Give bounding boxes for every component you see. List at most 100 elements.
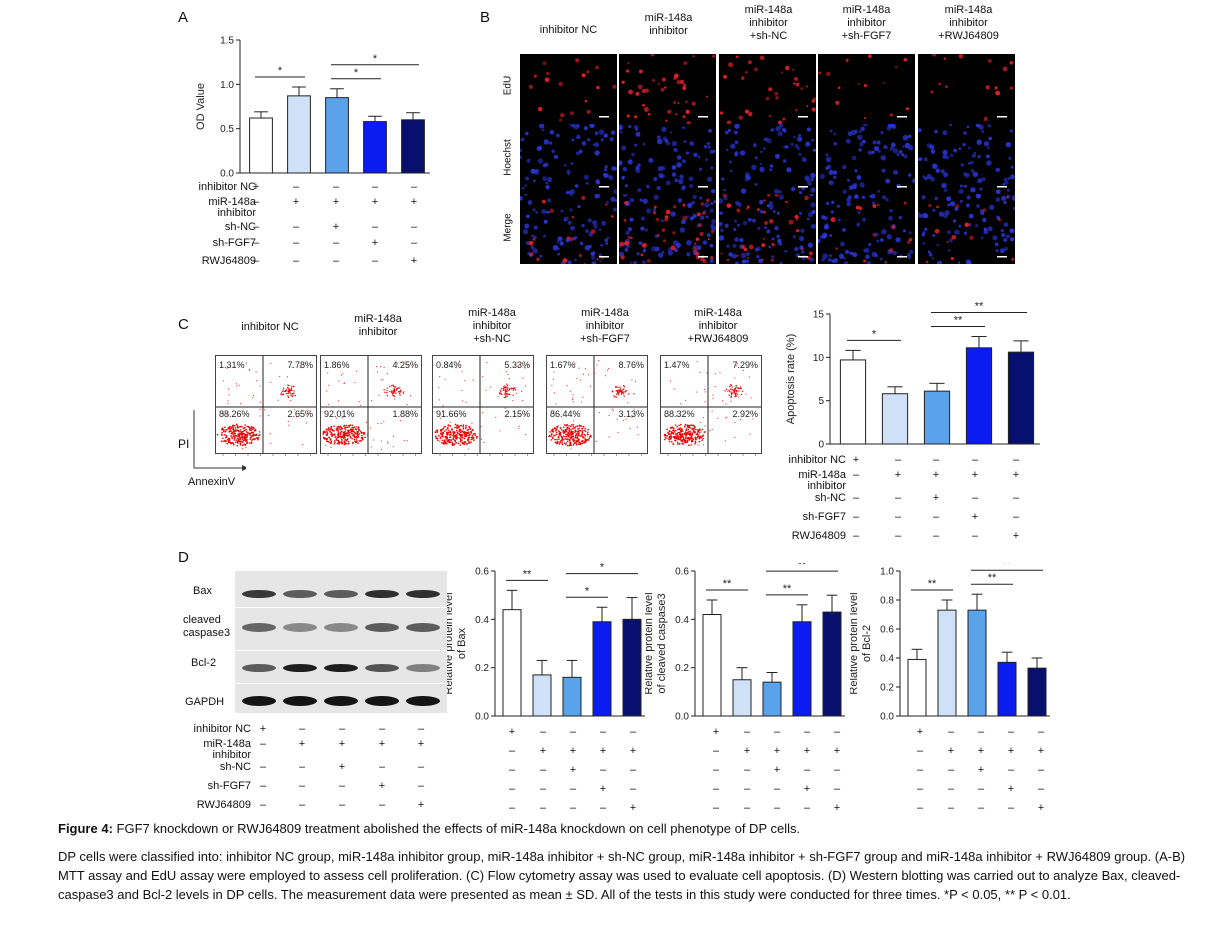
blot-label-bax: Bax: [193, 585, 212, 597]
significance-label: **: [783, 583, 792, 595]
quadrant-percentage: 88.32%: [664, 409, 695, 419]
treatment-sign: +: [252, 181, 260, 193]
treatment-sign: –: [252, 221, 260, 233]
bar: [592, 621, 612, 717]
treatment-sign: –: [1007, 726, 1015, 738]
treatment-sign: –: [894, 511, 902, 523]
flow-y-axis-label: PI: [178, 437, 190, 451]
treatment-sign: +: [743, 745, 751, 757]
treatment-sign: –: [803, 726, 811, 738]
treatment-label: RWJ64809: [201, 255, 256, 267]
treatment-sign: +: [852, 454, 860, 466]
treatment-sign: –: [916, 764, 924, 776]
y-tick-label: 0.0: [475, 712, 489, 723]
treatment-sign: –: [599, 764, 607, 776]
treatment-sign: –: [410, 181, 418, 193]
treatment-sign: –: [743, 783, 751, 795]
edu-row-label-hoechst: Hoechst: [502, 139, 514, 176]
microscopy-image: [619, 194, 716, 264]
y-tick-label: 0.0: [675, 712, 689, 723]
caption-title-text: FGF7 knockdown or RWJ64809 treatment abo…: [112, 821, 801, 836]
treatment-sign: +: [1012, 469, 1020, 481]
caption-title: Figure 4:: [58, 821, 113, 836]
treatment-sign: +: [371, 196, 379, 208]
treatment-sign: –: [947, 783, 955, 795]
treatment-sign: –: [417, 723, 425, 735]
bar: [881, 393, 909, 445]
y-tick-label: 0.0: [880, 712, 894, 723]
bar: [792, 621, 812, 717]
treatment-sign: –: [977, 783, 985, 795]
treatment-sign: –: [947, 726, 955, 738]
quadrant-percentage: 91.66%: [436, 409, 467, 419]
y-tick-label: 1.0: [220, 80, 234, 91]
treatment-sign: –: [1037, 783, 1045, 795]
treatment-sign: –: [803, 764, 811, 776]
y-axis-label: of cleaved caspase3: [656, 593, 668, 693]
treatment-sign: +: [417, 799, 425, 811]
chart-d-bcl2: 0.0 0.2 0.4 0.6 0.8 1.0 Relative protein level…: [850, 563, 1050, 723]
edu-row-label-edu: EdU: [502, 75, 514, 96]
quadrant-percentage: 2.15%: [504, 409, 530, 419]
treatment-sign: –: [292, 181, 300, 193]
quadrant-percentage: 1.47%: [664, 360, 690, 370]
y-tick-label: 10: [813, 353, 825, 364]
panel-letter-b: B: [480, 9, 491, 26]
flow-cytometry-plot: 1.86% 4.25% 92.01% 1.88%: [320, 355, 422, 456]
treatment-sign: –: [894, 492, 902, 504]
treatment-sign: –: [947, 764, 955, 776]
treatment-sign: +: [833, 802, 841, 814]
treatment-sign: –: [378, 799, 386, 811]
treatment-label: miR-148a inhibitor: [208, 196, 256, 219]
treatment-sign: –: [916, 802, 924, 814]
flow-cytometry-plot: 1.47% 7.29% 88.32% 2.92%: [660, 355, 762, 456]
treatment-sign: +: [803, 783, 811, 795]
y-axis-label: OD Value: [195, 83, 207, 130]
treatment-sign: –: [971, 454, 979, 466]
quadrant-percentage: 8.76%: [618, 360, 644, 370]
treatment-sign: –: [894, 530, 902, 542]
treatment-sign: –: [371, 221, 379, 233]
treatment-sign: +: [539, 745, 547, 757]
treatment-sign: –: [417, 761, 425, 773]
treatment-sign: –: [1007, 802, 1015, 814]
chart-a-od-value: 0.0 0.5 1.0 1.5 OD Value * * *: [195, 36, 430, 180]
flow-cytometry-plot: 0.84% 5.33% 91.66% 2.15%: [432, 355, 534, 456]
quadrant-percentage: 2.65%: [287, 409, 313, 419]
treatment-sign: –: [743, 726, 751, 738]
treatment-sign: –: [1012, 511, 1020, 523]
y-axis-label: of Bax: [456, 627, 468, 659]
treatment-sign: +: [410, 196, 418, 208]
edu-header-1: inhibitor NC: [539, 24, 598, 36]
flow-header-3: miR-148a inhibitor +sh-NC: [468, 307, 516, 345]
treatment-sign: –: [371, 255, 379, 267]
y-tick-label: 0.4: [675, 615, 689, 626]
treatment-sign: –: [916, 745, 924, 757]
y-tick-label: 0.2: [475, 663, 489, 674]
treatment-sign: –: [852, 492, 860, 504]
treatment-sign: +: [599, 783, 607, 795]
microscopy-image: [918, 124, 1015, 194]
blot-label-bcl2: Bcl-2: [191, 657, 217, 669]
treatment-sign: –: [932, 511, 940, 523]
quadrant-percentage: 88.26%: [219, 409, 250, 419]
treatment-sign: –: [539, 783, 547, 795]
treatment-sign: –: [539, 802, 547, 814]
treatment-sign: –: [773, 783, 781, 795]
treatment-label: sh-FGF7: [212, 237, 256, 249]
significance-label: **: [523, 568, 532, 580]
bar: [965, 347, 993, 445]
microscopy-image: [918, 54, 1015, 124]
significance-label: **: [723, 578, 732, 590]
treatment-sign: +: [773, 764, 781, 776]
treatment-sign: –: [932, 454, 940, 466]
y-tick-label: 0.5: [220, 124, 234, 135]
treatment-sign: –: [292, 237, 300, 249]
y-tick-label: 0.4: [475, 615, 489, 626]
treatment-sign: +: [508, 726, 516, 738]
treatment-sign: –: [259, 738, 267, 750]
bar: [967, 609, 987, 717]
treatment-sign: –: [833, 764, 841, 776]
significance-label: **: [954, 315, 963, 327]
